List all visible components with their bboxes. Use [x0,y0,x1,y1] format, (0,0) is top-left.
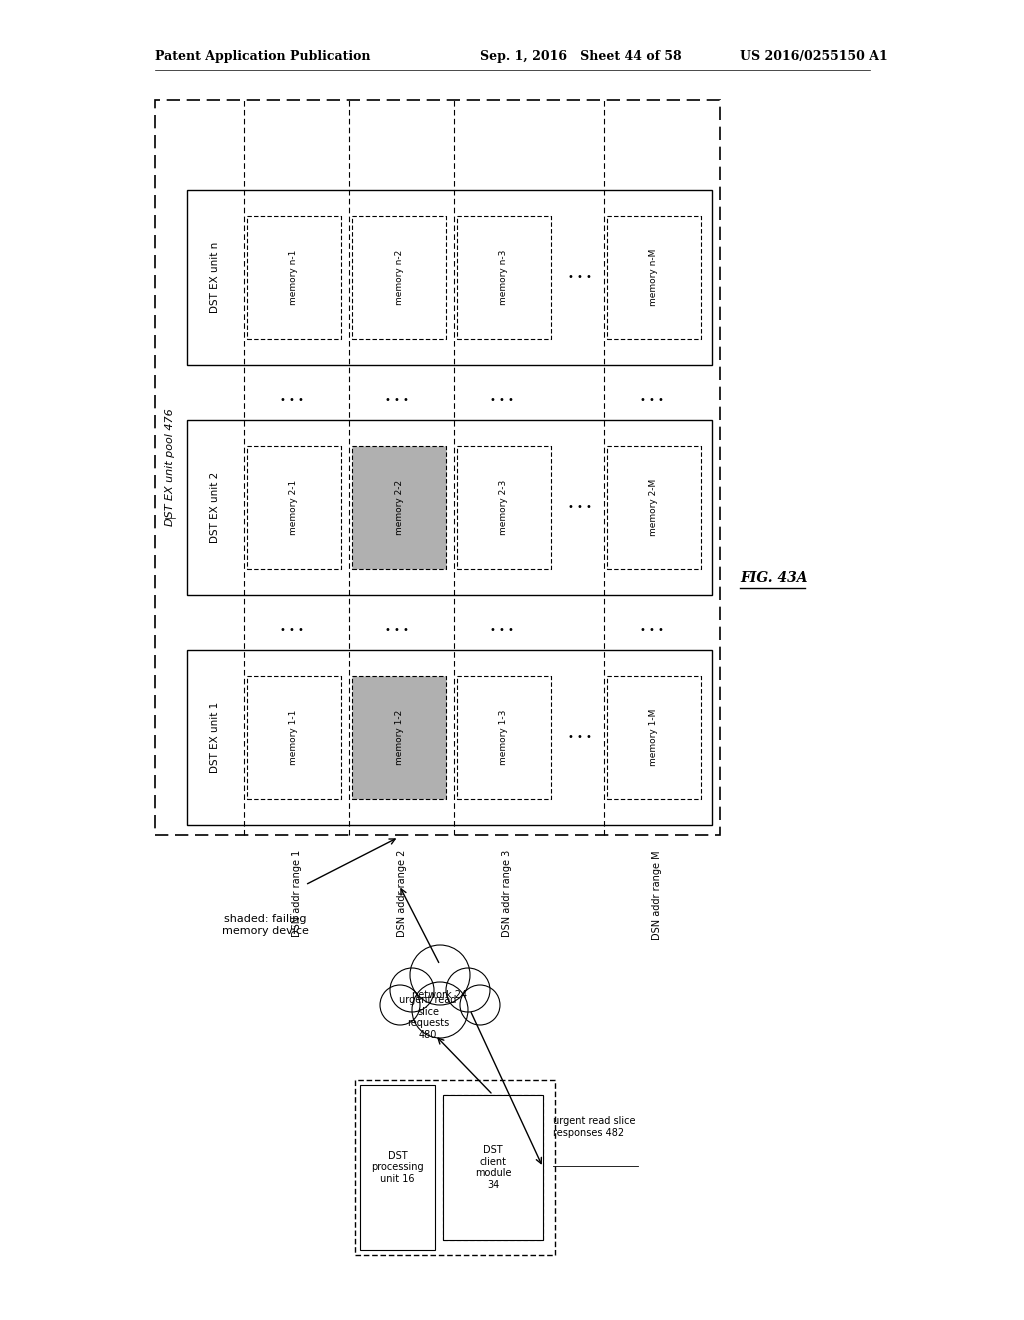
Text: DST EX unit 2: DST EX unit 2 [210,471,219,543]
Text: DST
client
module
34: DST client module 34 [475,1144,511,1189]
FancyBboxPatch shape [607,676,701,799]
FancyBboxPatch shape [443,1096,543,1239]
FancyBboxPatch shape [352,676,446,799]
Text: Patent Application Publication: Patent Application Publication [155,50,371,63]
Text: • • •: • • • [385,624,409,635]
Text: memory 1-2: memory 1-2 [394,710,403,766]
FancyBboxPatch shape [187,190,712,366]
Text: network 24: network 24 [413,990,468,1001]
Text: memory 1-M: memory 1-M [649,709,658,766]
Text: memory 2-2: memory 2-2 [394,480,403,535]
FancyBboxPatch shape [155,100,720,836]
Text: DST EX unit 1: DST EX unit 1 [210,702,219,774]
FancyBboxPatch shape [607,446,701,569]
Text: memory 2-M: memory 2-M [649,479,658,536]
FancyBboxPatch shape [457,446,551,569]
Text: memory n-M: memory n-M [649,248,658,306]
FancyBboxPatch shape [360,1085,435,1250]
FancyBboxPatch shape [355,1080,555,1255]
Text: • • •: • • • [280,624,304,635]
Text: DSN addr range M: DSN addr range M [652,850,662,940]
Text: • • •: • • • [280,395,304,405]
Circle shape [460,985,500,1026]
FancyBboxPatch shape [187,420,712,595]
Text: Sep. 1, 2016   Sheet 44 of 58: Sep. 1, 2016 Sheet 44 of 58 [480,50,682,63]
FancyBboxPatch shape [607,216,701,339]
Circle shape [410,945,470,1005]
Text: shaded: failing
memory device: shaded: failing memory device [221,915,308,936]
Text: memory 1-3: memory 1-3 [500,710,509,766]
Text: • • •: • • • [385,395,409,405]
FancyBboxPatch shape [247,216,341,339]
Text: DST EX unit n: DST EX unit n [210,242,219,313]
Text: memory n-1: memory n-1 [290,249,299,305]
Text: DSN addr range 2: DSN addr range 2 [397,850,407,937]
FancyBboxPatch shape [443,1096,543,1239]
Text: memory n-3: memory n-3 [500,249,509,305]
Text: • • •: • • • [640,395,664,405]
FancyBboxPatch shape [457,216,551,339]
Text: memory 2-1: memory 2-1 [290,480,299,535]
Circle shape [412,982,468,1038]
Text: DST EX unit pool 476: DST EX unit pool 476 [165,409,175,527]
Text: US 2016/0255150 A1: US 2016/0255150 A1 [740,50,888,63]
Text: memory 1-1: memory 1-1 [290,710,299,766]
Text: memory 2-3: memory 2-3 [500,480,509,535]
Text: DSN addr range 3: DSN addr range 3 [502,850,512,937]
Text: FIG. 43A: FIG. 43A [740,570,808,585]
FancyBboxPatch shape [352,216,446,339]
Circle shape [390,968,434,1012]
FancyBboxPatch shape [187,649,712,825]
Text: • • •: • • • [490,624,514,635]
Circle shape [380,985,420,1026]
FancyBboxPatch shape [352,446,446,569]
Text: DST
processing
unit 16: DST processing unit 16 [371,1151,424,1184]
Text: • • •: • • • [490,395,514,405]
Circle shape [446,968,490,1012]
Text: urgent read slice
responses 482: urgent read slice responses 482 [553,1115,636,1138]
Text: • • •: • • • [567,733,592,742]
Text: memory n-2: memory n-2 [394,249,403,305]
Text: • • •: • • • [640,624,664,635]
Text: • • •: • • • [567,272,592,282]
FancyBboxPatch shape [457,676,551,799]
Text: • • •: • • • [567,503,592,512]
Text: DSN addr range 1: DSN addr range 1 [292,850,302,937]
Text: urgent read
slice
requests
480: urgent read slice requests 480 [399,995,457,1040]
FancyBboxPatch shape [247,446,341,569]
FancyBboxPatch shape [247,676,341,799]
